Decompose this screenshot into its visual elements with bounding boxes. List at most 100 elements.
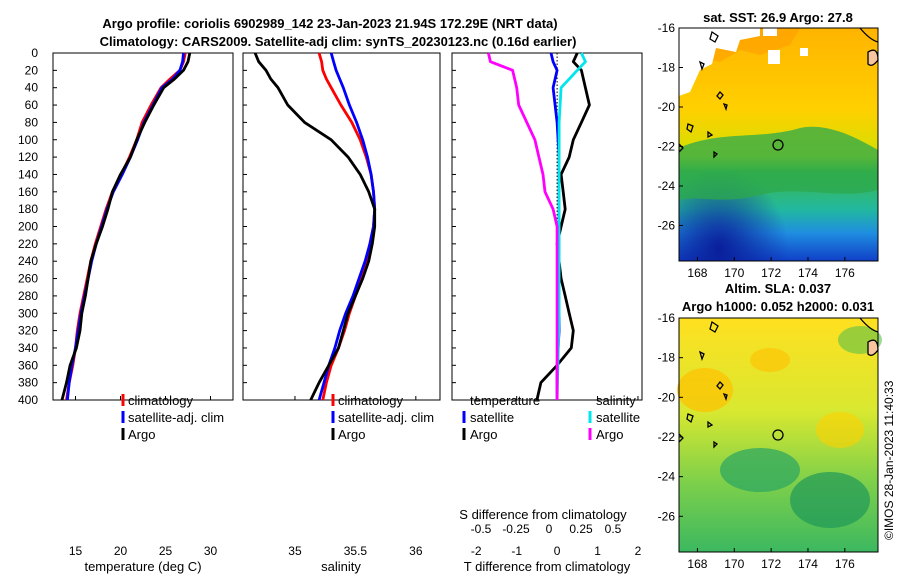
salinity-series	[243, 52, 417, 401]
map-x-tick-label: 168	[687, 557, 707, 571]
map-x-tick-label: 172	[761, 557, 781, 571]
sla-map-subtitle: Argo h1000: 0.052 h2000: 0.031	[682, 299, 874, 314]
figure-title-line1: Argo profile: coriolis 6902989_142 23-Ja…	[102, 16, 557, 31]
map-y-tick-label: -26	[658, 509, 676, 523]
sst-green-band	[679, 126, 878, 200]
map-x-tick-label: 168	[687, 266, 707, 280]
map-y-tick-label: -20	[658, 100, 676, 114]
s-difference-label: S difference from climatology	[459, 507, 627, 522]
series-line-argo	[253, 52, 377, 401]
depth-tick-label: 160	[18, 185, 38, 199]
x-tick-labels: 15 20 25 30 35 35.5 36 -2 -1 0 1 2	[69, 544, 642, 558]
depth-tick-label: 0	[31, 46, 38, 60]
depth-tick-label: 140	[18, 167, 38, 181]
depth-tick-label: 340	[18, 341, 38, 355]
coastline	[859, 317, 879, 333]
sla-map-ticks: 168 170 172 174 176 -16 -18 -20 -22 -24 -26	[658, 311, 856, 571]
map-y-tick-label: -18	[658, 60, 676, 74]
x-tick-label: 30	[204, 544, 218, 558]
depth-tick-label: 320	[18, 324, 38, 338]
depth-tick-label: 240	[18, 254, 38, 268]
argo-position-marker	[772, 429, 784, 441]
x-tick-label: -1	[511, 544, 522, 558]
s-diff-tick-m025: -0.25	[502, 522, 530, 536]
s-diff-tick-m050: -0.5	[471, 522, 492, 536]
sst-map-title: sat. SST: 26.9 Argo: 27.8	[703, 10, 853, 25]
legend-label-climatology: climatology	[338, 393, 404, 408]
depth-tick-label: 360	[18, 358, 38, 372]
x-tick-label: 35.5	[344, 544, 368, 558]
difference-xlabel: T difference from climatology	[464, 559, 631, 574]
legend-label-sal-argo: Argo	[596, 427, 623, 442]
depth-tick-label: 400	[18, 393, 38, 407]
depth-tick-label: 80	[25, 115, 39, 129]
legend-title-temperature: temperature	[470, 393, 540, 408]
temperature-xlabel: temperature (deg C)	[84, 559, 201, 574]
map-x-tick-label: 172	[761, 266, 781, 280]
sla-high-blob	[677, 368, 733, 412]
depth-tick-label: 220	[18, 237, 38, 251]
sst-cloud-mask	[763, 28, 777, 36]
x-tick-label: 15	[69, 544, 83, 558]
legend-label-argo: Argo	[338, 427, 365, 442]
depth-tick-label: 200	[18, 220, 38, 234]
depth-tick-label: 380	[18, 376, 38, 390]
series-line-salinity-argo	[487, 52, 559, 400]
depth-tick-label: 100	[18, 133, 38, 147]
salinity-legend: climatology satellite-adj. clim Argo	[331, 393, 434, 442]
sla-low-blob	[720, 448, 800, 492]
salinity-xlabel: salinity	[321, 559, 361, 574]
sla-high-blob	[750, 348, 790, 372]
map-x-tick-label: 170	[724, 266, 744, 280]
s-diff-tick-0: 0	[546, 522, 553, 536]
legend-label-temp-satellite: satellite	[470, 410, 514, 425]
depth-tick-label: 20	[25, 63, 39, 77]
legend-title-salinity: salinity	[596, 393, 636, 408]
map-x-tick-label: 170	[724, 557, 744, 571]
sst-cloud-mask	[768, 50, 780, 64]
x-tick-label: 36	[409, 544, 423, 558]
legend-label-argo: Argo	[128, 427, 155, 442]
difference-series	[452, 52, 639, 401]
map-y-tick-label: -22	[658, 430, 676, 444]
sla-high-blob	[816, 412, 864, 448]
legend-label-satellite: satellite-adj. clim	[128, 410, 224, 425]
map-y-tick-label: -20	[658, 390, 676, 404]
map-x-tick-label: 174	[798, 266, 818, 280]
difference-axes	[451, 52, 643, 401]
depth-tick-label: 260	[18, 272, 38, 286]
x-tick-label: 1	[594, 544, 601, 558]
series-line-argo	[60, 52, 192, 401]
legend-label-temp-argo: Argo	[470, 427, 497, 442]
figure-title-line2: Climatology: CARS2009. Satellite-adj cli…	[100, 34, 577, 49]
temperature-axes	[52, 52, 234, 401]
x-tick-label: 25	[159, 544, 173, 558]
sla-low-blob	[790, 472, 870, 528]
series-line-temperature-argo	[535, 52, 591, 401]
sla-map-title: Altim. SLA: 0.037	[725, 281, 831, 296]
map-y-tick-label: -18	[658, 351, 676, 365]
depth-tick-labels: 0 20 40 60 80 100 120 140 160 180 200 220 240 260 280 3…	[18, 46, 38, 407]
depth-tick-label: 40	[25, 81, 39, 95]
sla-map-frame	[678, 317, 879, 553]
map-y-tick-label: -16	[658, 311, 676, 325]
legend-label-climatology: climatology	[128, 393, 194, 408]
series-line-salinity-satellite	[555, 52, 587, 401]
depth-tick-label: 300	[18, 306, 38, 320]
map-y-tick-label: -24	[658, 179, 676, 193]
argo-position-marker	[772, 139, 784, 151]
x-tick-label: 0	[554, 544, 561, 558]
x-tick-label: -2	[471, 544, 482, 558]
s-diff-tick-050: 0.5	[605, 522, 622, 536]
depth-tick-label: 280	[18, 289, 38, 303]
sst-cloud-mask	[679, 28, 760, 96]
sst-map-ticks: 168 170 172 174 176 -16 -18 -20 -22 -24 -26	[658, 21, 856, 280]
legend-label-sal-satellite: satellite	[596, 410, 640, 425]
sst-map	[678, 27, 879, 262]
s-diff-tick-025: 0.25	[569, 522, 593, 536]
depth-tick-label: 180	[18, 202, 38, 216]
map-y-tick-label: -26	[658, 218, 676, 232]
x-tick-label: 35	[288, 544, 302, 558]
coastline	[678, 30, 728, 159]
